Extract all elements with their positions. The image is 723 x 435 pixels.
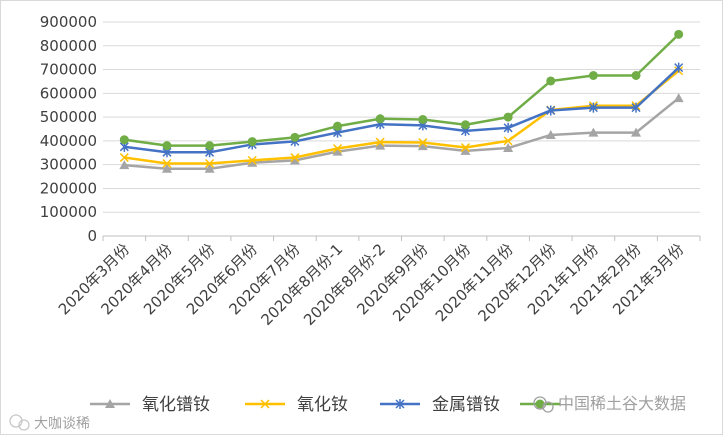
gridlines (103, 21, 700, 213)
data-point (290, 132, 300, 142)
data-point (588, 71, 598, 80)
data-point (375, 140, 386, 150)
axes (102, 235, 701, 241)
data-point (588, 127, 599, 137)
legend-label: 氧化钕 (297, 395, 348, 415)
data-point (289, 155, 300, 165)
y-tick-label: 600000 (40, 84, 97, 102)
data-point (162, 158, 172, 169)
data-point (332, 146, 343, 156)
y-tick-label: 500000 (40, 108, 97, 126)
series-3 (119, 62, 684, 158)
x-axis-ticks: 2020年3月份2020年4月份2020年5月份2020年6月份2020年7月份… (55, 240, 688, 329)
y-tick-label: 900000 (40, 13, 97, 31)
series-line (124, 66, 680, 154)
data-point (418, 114, 428, 124)
data-point (545, 129, 556, 139)
y-tick-label: 400000 (40, 132, 97, 150)
legend-item (520, 399, 560, 409)
data-point (260, 399, 270, 409)
series-line (124, 33, 680, 147)
data-point (631, 102, 641, 113)
data-point (375, 137, 385, 147)
data-point (503, 112, 513, 122)
legend-item: 金属镨钕 (380, 395, 500, 415)
y-axis-ticks: 0 100000 200000 300000 400000 500000 600000 700… (40, 13, 97, 245)
data-point (161, 163, 172, 173)
watermark-right-2: 谷大数据 (622, 394, 686, 413)
legend-label: 金属镨钕 (432, 395, 500, 415)
series-line (124, 69, 680, 165)
data-point (535, 399, 545, 409)
data-point (333, 143, 343, 154)
data-point (205, 141, 215, 151)
data-point (503, 122, 513, 133)
watermarks: 中国稀土 谷大数据 大咖谈稀 (9, 394, 686, 432)
data-point (588, 102, 598, 113)
y-tick-label: 300000 (40, 156, 97, 174)
data-point (674, 29, 684, 39)
series-group (119, 29, 684, 173)
data-point (395, 399, 405, 409)
series-2 (119, 66, 684, 169)
data-point (673, 93, 684, 103)
legend-item: 氧化钕 (245, 395, 348, 415)
watermark-left: 大咖谈稀 (34, 416, 90, 432)
y-tick-label: 0 (87, 227, 97, 245)
data-point (503, 136, 513, 146)
data-point (105, 399, 115, 408)
data-point (290, 153, 300, 163)
y-tick-label: 800000 (40, 37, 97, 55)
data-point (418, 138, 428, 148)
data-point (247, 157, 258, 167)
data-point (162, 141, 172, 151)
legend: 氧化镨钕 氧化钕 金属镨钕 (90, 395, 560, 415)
watermark-right: 中国稀土 (558, 394, 622, 413)
data-point (119, 153, 129, 163)
series-4 (119, 29, 684, 151)
data-point (460, 120, 470, 130)
data-point (417, 141, 428, 151)
data-point (674, 62, 684, 73)
data-point (631, 127, 642, 137)
y-tick-label: 700000 (40, 61, 97, 79)
data-point (460, 145, 471, 155)
data-point (247, 155, 257, 165)
data-point (204, 163, 215, 173)
legend-item: 氧化镨钕 (90, 395, 210, 415)
watermark-logo-icon (9, 414, 30, 431)
data-point (503, 143, 514, 153)
y-tick-label: 200000 (40, 179, 97, 197)
data-point (205, 158, 215, 169)
data-point (247, 137, 257, 147)
data-point (546, 76, 556, 86)
series-line (124, 97, 680, 170)
y-tick-label: 100000 (40, 203, 97, 221)
wechat-icon (533, 396, 554, 413)
data-point (375, 114, 385, 124)
series-1 (119, 93, 684, 173)
data-point (460, 143, 470, 153)
data-point (631, 71, 641, 80)
data-point (333, 121, 343, 131)
data-point (546, 105, 556, 116)
legend-label: 氧化镨钕 (142, 395, 210, 415)
data-point (119, 160, 130, 170)
data-point (119, 135, 129, 145)
